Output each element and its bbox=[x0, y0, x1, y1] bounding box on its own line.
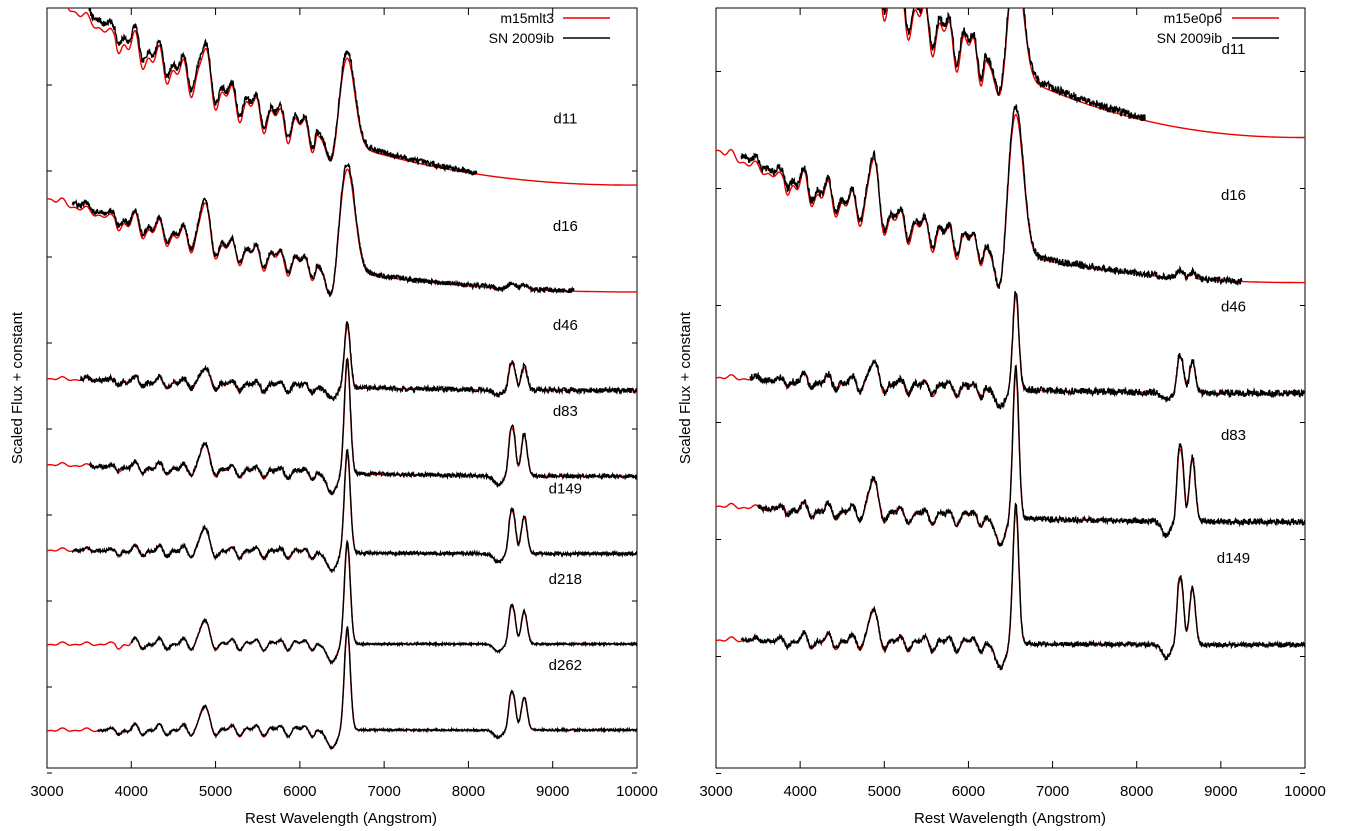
x-tick-label: 5000 bbox=[868, 783, 901, 800]
x-tick-label: 10000 bbox=[1284, 783, 1326, 800]
observed-spectrum-d16 bbox=[740, 104, 1243, 289]
epoch-label-d218: d218 bbox=[549, 571, 582, 588]
observed-spectrum-d83 bbox=[757, 364, 1305, 547]
observed-spectrum-d46 bbox=[80, 321, 637, 402]
y-axis-label: Scaled Flux + constant bbox=[677, 311, 694, 464]
model-spectrum-d11 bbox=[881, 8, 1305, 139]
legend-observed-label: SN 2009ib bbox=[489, 30, 555, 46]
x-axis-ticks: 3000 4000 5000 6000 7000 8000 9000 10000 bbox=[30, 8, 658, 800]
x-axis-label: Rest Wavelength (Angstrom) bbox=[914, 810, 1106, 827]
x-tick-label: 5000 bbox=[199, 783, 232, 800]
x-tick-label: 8000 bbox=[1120, 783, 1153, 800]
x-tick-label: 6000 bbox=[952, 783, 985, 800]
observed-spectrum-d11 bbox=[882, 8, 1146, 122]
observed-spectrum-d16 bbox=[71, 162, 575, 297]
epoch-label-d83: d83 bbox=[553, 403, 578, 420]
model-spectrum-d46 bbox=[47, 325, 637, 400]
epoch-label-d46: d46 bbox=[553, 317, 578, 334]
x-axis-label: Rest Wavelength (Angstrom) bbox=[245, 810, 437, 827]
epoch-labels: d11 d16 d46 d83 d149 d218 d262 bbox=[549, 111, 582, 674]
observed-spectrum-d46 bbox=[749, 291, 1305, 410]
legend-observed-label: SN 2009ib bbox=[1157, 30, 1223, 46]
x-tick-label: 7000 bbox=[1036, 783, 1069, 800]
x-tick-label: 3000 bbox=[699, 783, 732, 800]
epoch-label-d262: d262 bbox=[549, 657, 582, 674]
legend-model-label: m15mlt3 bbox=[500, 10, 554, 26]
observed-spectrum-d149 bbox=[71, 448, 637, 574]
epoch-labels: d11 d16 d46 d83 d149 bbox=[1217, 41, 1250, 567]
observed-spectrum-d83 bbox=[88, 357, 637, 496]
legend-model-label: m15e0p6 bbox=[1164, 10, 1223, 26]
y-axis-ticks bbox=[716, 71, 1305, 774]
observed-spectrum-d11 bbox=[88, 8, 478, 176]
x-tick-label: 4000 bbox=[115, 783, 148, 800]
epoch-label-d16: d16 bbox=[1221, 187, 1246, 204]
observed-spectrum-d149 bbox=[740, 502, 1305, 671]
epoch-label-d46: d46 bbox=[1221, 298, 1246, 315]
right-panel: 3000 4000 5000 6000 7000 8000 9000 10000 d11 d16… bbox=[677, 7, 1326, 827]
epoch-label-d83: d83 bbox=[1221, 427, 1246, 444]
x-axis-ticks: 3000 4000 5000 6000 7000 8000 9000 10000 bbox=[699, 8, 1326, 800]
epoch-label-d11: d11 bbox=[1222, 41, 1246, 58]
epoch-label-d149: d149 bbox=[549, 481, 582, 498]
left-panel: 3000 4000 5000 6000 7000 8000 9000 10000 d11 d16… bbox=[9, 7, 658, 827]
x-tick-label: 6000 bbox=[283, 783, 316, 800]
x-tick-label: 10000 bbox=[616, 783, 658, 800]
epoch-label-d11: d11 bbox=[553, 111, 577, 128]
epoch-label-d16: d16 bbox=[553, 218, 578, 235]
x-tick-label: 8000 bbox=[452, 783, 485, 800]
model-spectrum-d83 bbox=[716, 371, 1305, 545]
observed-spectrum-d218 bbox=[130, 539, 637, 666]
epoch-label-d149: d149 bbox=[1217, 550, 1250, 567]
plot-frame bbox=[46, 7, 638, 769]
observed-spectrum-d262 bbox=[97, 626, 637, 751]
x-tick-label: 7000 bbox=[367, 783, 400, 800]
legend: m15e0p6 SN 2009ib bbox=[1157, 10, 1279, 46]
y-axis-label: Scaled Flux + constant bbox=[9, 311, 26, 464]
x-tick-label: 9000 bbox=[1204, 783, 1237, 800]
spectra bbox=[47, 8, 637, 751]
legend: m15mlt3 SN 2009ib bbox=[489, 10, 610, 46]
model-spectrum-d46 bbox=[716, 293, 1305, 407]
y-axis-ticks bbox=[47, 84, 637, 774]
x-tick-label: 4000 bbox=[783, 783, 816, 800]
x-tick-label: 9000 bbox=[536, 783, 569, 800]
spectra bbox=[716, 8, 1305, 671]
x-tick-label: 3000 bbox=[30, 783, 63, 800]
plot-frame bbox=[715, 7, 1306, 769]
